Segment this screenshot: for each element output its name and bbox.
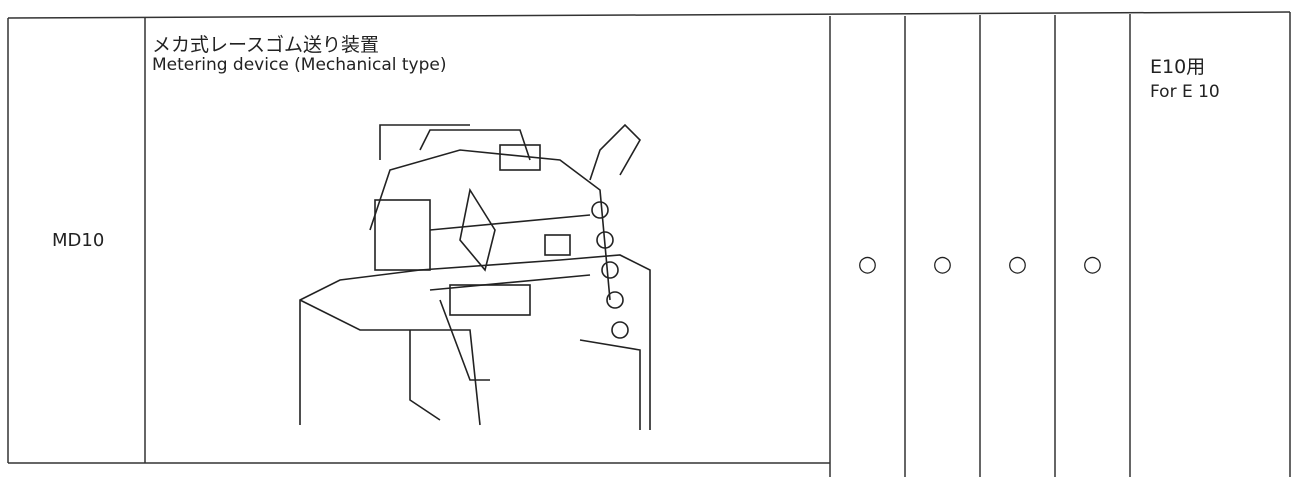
compat-mark: ○ xyxy=(1082,252,1103,277)
note-en: For E 10 xyxy=(1150,82,1220,102)
compat-mark: ○ xyxy=(857,252,878,277)
item-name-en: Metering device (Mechanical type) xyxy=(152,55,447,75)
compat-mark: ○ xyxy=(932,252,953,277)
item-code: MD10 xyxy=(52,230,105,251)
item-name-ja: メカ式レースゴム送り装置 xyxy=(152,34,380,56)
note-ja: E10用 xyxy=(1150,56,1206,78)
compat-mark: ○ xyxy=(1007,252,1028,277)
machine-illustration xyxy=(299,123,651,430)
